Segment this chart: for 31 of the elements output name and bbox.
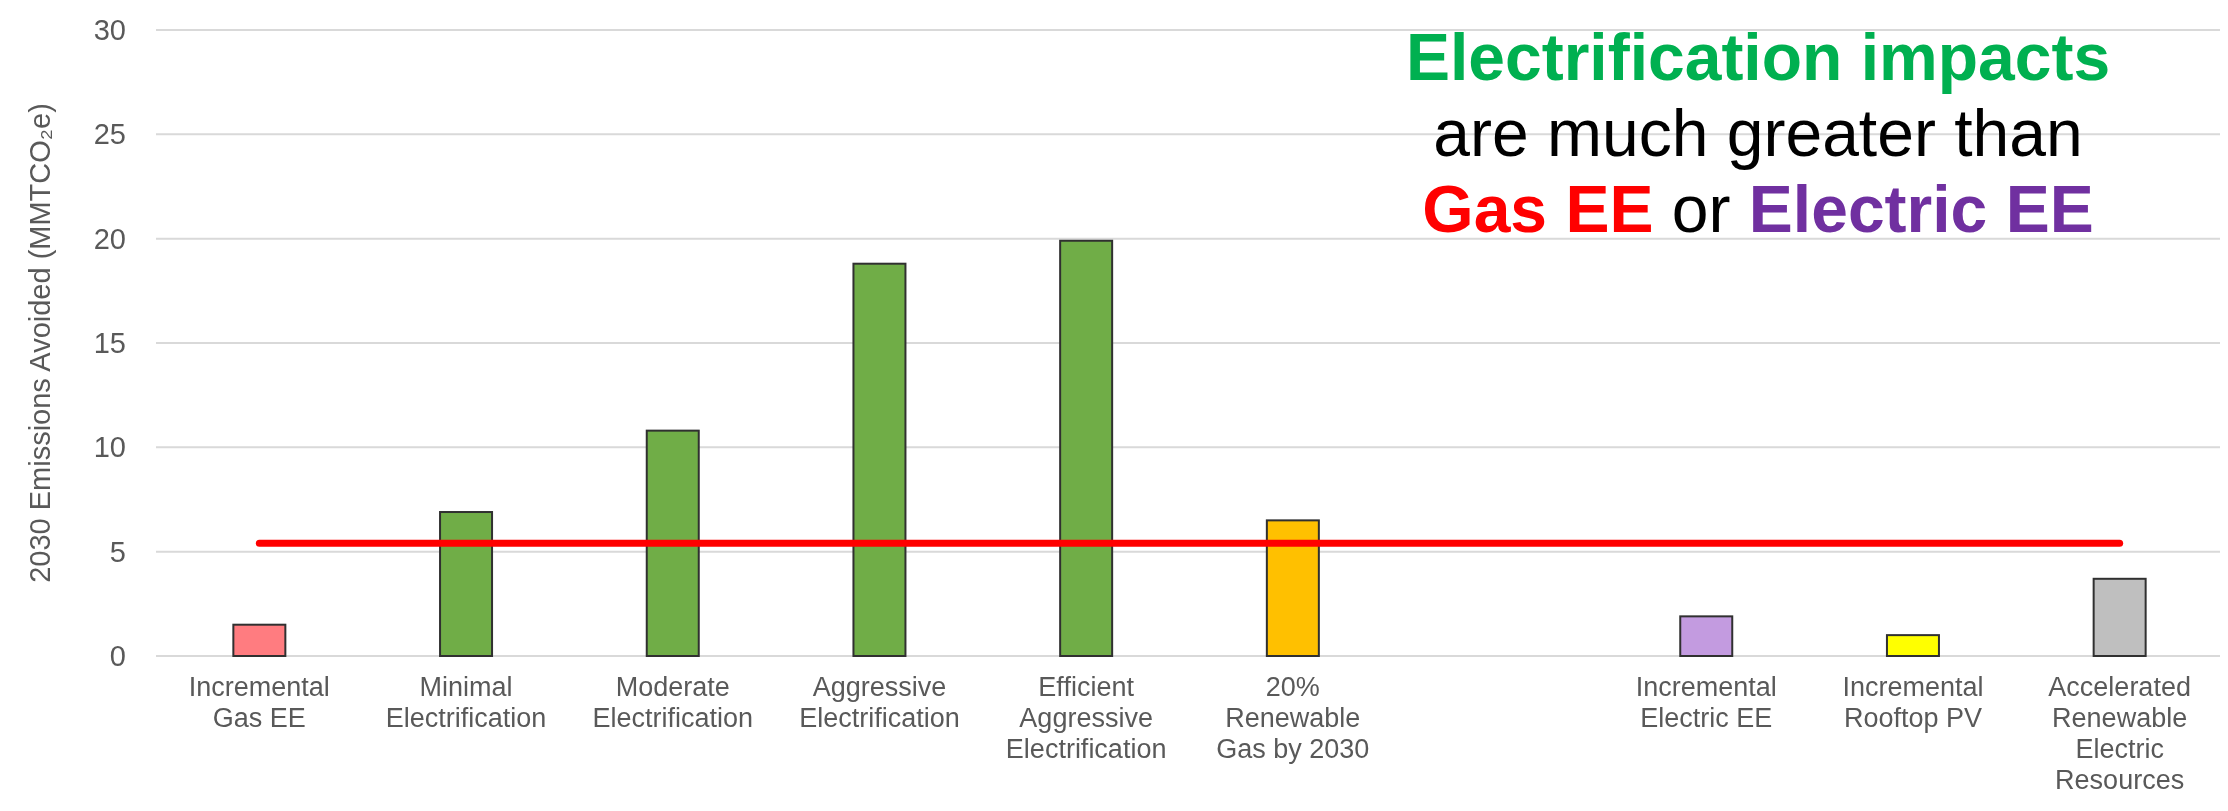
y-tick-label: 10 [93, 431, 126, 464]
y-tick-label: 20 [93, 222, 126, 255]
x-tick-label: Incremental Gas EE [188, 672, 330, 733]
x-tick-label: 20% Renewable Gas by 2030 [1216, 672, 1370, 764]
y-tick-label: 15 [93, 327, 126, 360]
y-tick-label: 5 [109, 535, 126, 568]
bar [645, 429, 700, 657]
annotation: Electrification impacts [1405, 20, 2111, 94]
bar [232, 623, 287, 657]
x-tick-label: Accelerated Renewable Electric Resources [2048, 672, 2191, 795]
x-tick-label: Moderate Electrification [592, 672, 754, 733]
bar [1885, 634, 1940, 657]
y-axis-title: 2030 Emissions Avoided (MMTCO₂e) [24, 103, 56, 583]
annotation: Gas EE [1422, 172, 1654, 246]
annotation: are much greater than [1433, 96, 2083, 170]
bar [2092, 577, 2147, 657]
y-tick-label: 0 [109, 640, 126, 673]
y-tick-label: 25 [93, 118, 126, 151]
annotation: Electric EE [1730, 172, 2094, 246]
y-tick-label: 30 [93, 14, 126, 47]
x-tick-label: Efficient Aggressive Electrification [1005, 672, 1167, 764]
bar [439, 511, 494, 657]
bar [1265, 519, 1320, 657]
annotation: or [1653, 172, 1731, 246]
x-tick-label: Incremental Rooftop PV [1842, 672, 1984, 733]
bar [1679, 615, 1734, 657]
bar [1059, 239, 1114, 657]
x-tick-label: Aggressive Electrification [799, 672, 960, 733]
x-tick-label: Minimal Electrification [385, 672, 547, 733]
x-tick-label: Incremental Electric EE [1635, 672, 1777, 733]
bar [852, 262, 907, 657]
